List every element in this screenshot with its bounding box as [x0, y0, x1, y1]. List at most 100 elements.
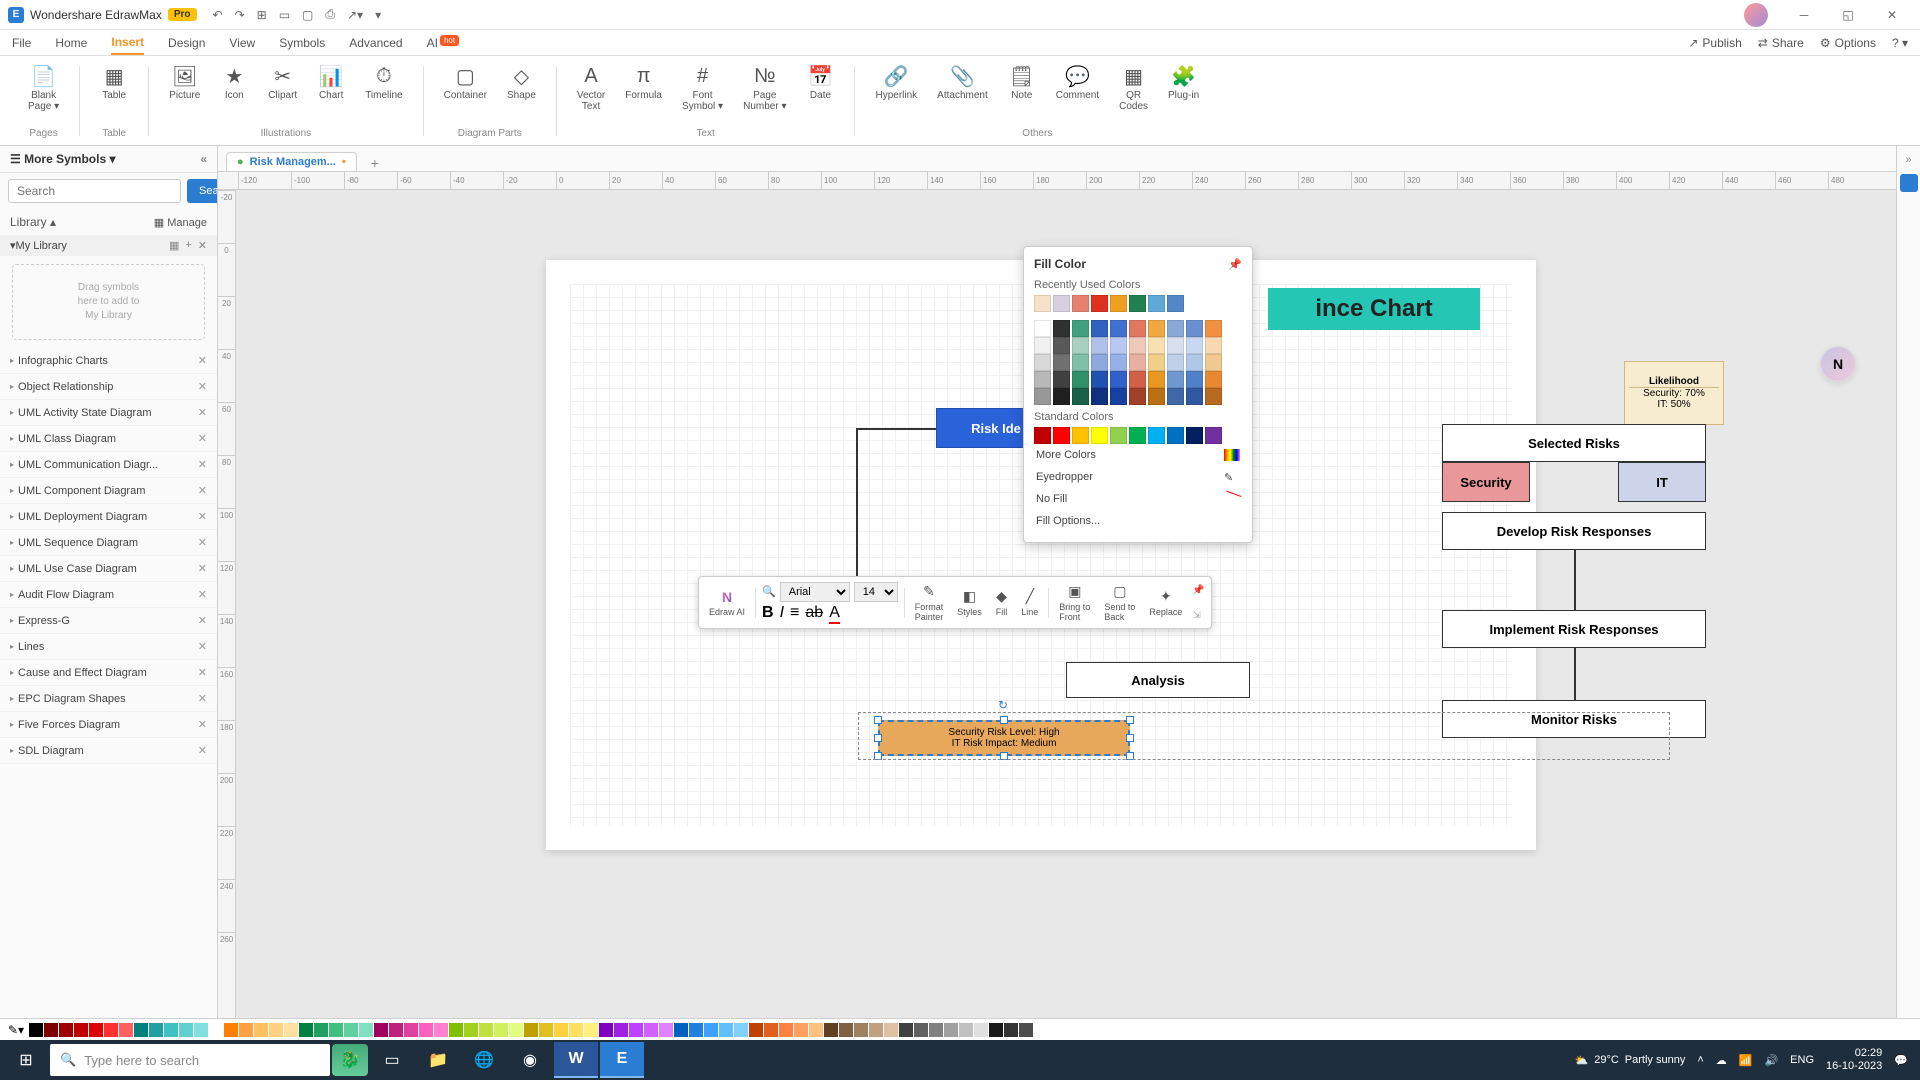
collapse-panel-icon[interactable]: « [200, 152, 207, 166]
stencil-item[interactable]: Express-G✕ [0, 608, 217, 634]
ribbon-blank-page-button[interactable]: 📄Blank Page ▾ [20, 60, 67, 116]
help-icon[interactable]: ? ▾ [1892, 36, 1908, 50]
stencil-item[interactable]: Cause and Effect Diagram✕ [0, 660, 217, 686]
palette-swatch[interactable] [809, 1023, 823, 1037]
symbol-search-input[interactable] [8, 179, 181, 203]
color-swatch[interactable] [1034, 388, 1051, 405]
color-swatch[interactable] [1091, 371, 1108, 388]
color-swatch[interactable] [1053, 371, 1070, 388]
stencil-item[interactable]: SDL Diagram✕ [0, 738, 217, 764]
it-box[interactable]: IT [1618, 462, 1706, 502]
color-swatch[interactable] [1129, 295, 1146, 312]
color-swatch[interactable] [1167, 320, 1184, 337]
share-button[interactable]: ⇄ Share [1758, 36, 1804, 50]
palette-swatch[interactable] [674, 1023, 688, 1037]
no-fill-button[interactable]: No Fill [1034, 488, 1242, 510]
stencil-item[interactable]: UML Communication Diagr...✕ [0, 452, 217, 478]
color-swatch[interactable] [1148, 388, 1165, 405]
manage-library-button[interactable]: ▦ Manage [154, 216, 207, 229]
new-icon[interactable]: ⊞ [257, 8, 267, 22]
analysis-box[interactable]: Analysis [1066, 662, 1250, 698]
palette-swatch[interactable] [794, 1023, 808, 1037]
stencil-item[interactable]: UML Deployment Diagram✕ [0, 504, 217, 530]
palette-swatch[interactable] [314, 1023, 328, 1037]
word-icon[interactable]: W [554, 1042, 598, 1078]
edge-icon[interactable]: 🌐 [462, 1042, 506, 1078]
export-icon[interactable]: ↗▾ [347, 8, 363, 22]
selection-handle[interactable] [874, 734, 882, 742]
palette-swatch[interactable] [434, 1023, 448, 1037]
palette-swatch[interactable] [989, 1023, 1003, 1037]
palette-swatch[interactable] [914, 1023, 928, 1037]
close-stencil-icon[interactable]: ✕ [198, 692, 207, 705]
color-swatch[interactable] [1129, 320, 1146, 337]
stencil-item[interactable]: Object Relationship✕ [0, 374, 217, 400]
ribbon-plug-inbutton[interactable]: 🧩Plug-in [1160, 60, 1207, 105]
palette-swatch[interactable] [194, 1023, 208, 1037]
color-swatch[interactable] [1091, 427, 1108, 444]
palette-swatch[interactable] [854, 1023, 868, 1037]
menu-symbols[interactable]: Symbols [279, 32, 325, 54]
color-swatch[interactable] [1129, 388, 1146, 405]
palette-swatch[interactable] [89, 1023, 103, 1037]
palette-swatch[interactable] [974, 1023, 988, 1037]
color-swatch[interactable] [1205, 337, 1222, 354]
palette-swatch[interactable] [44, 1023, 58, 1037]
title-shape[interactable]: ince Chart [1268, 288, 1480, 330]
taskbar-search[interactable]: 🔍 Type here to search [50, 1044, 330, 1076]
palette-swatch[interactable] [779, 1023, 793, 1037]
palette-swatch[interactable] [464, 1023, 478, 1037]
menu-advanced[interactable]: Advanced [349, 32, 402, 54]
chrome-icon[interactable]: ◉ [508, 1042, 552, 1078]
replace-button[interactable]: ✦Replace [1145, 586, 1186, 619]
stencil-item[interactable]: Lines✕ [0, 634, 217, 660]
close-stencil-icon[interactable]: ✕ [198, 666, 207, 679]
palette-swatch[interactable] [944, 1023, 958, 1037]
palette-swatch[interactable] [179, 1023, 193, 1037]
publish-button[interactable]: ↗ Publish [1688, 36, 1741, 50]
color-swatch[interactable] [1205, 320, 1222, 337]
color-swatch[interactable] [1034, 320, 1051, 337]
color-swatch[interactable] [1186, 354, 1203, 371]
edrawmax-taskbar-icon[interactable]: E [600, 1042, 644, 1078]
close-stencil-icon[interactable]: ✕ [198, 588, 207, 601]
color-swatch[interactable] [1091, 337, 1108, 354]
palette-swatch[interactable] [1019, 1023, 1033, 1037]
palette-swatch[interactable] [29, 1023, 43, 1037]
palette-swatch[interactable] [899, 1023, 913, 1037]
weather-widget[interactable]: ⛅ 29°C Partly sunny [1575, 1054, 1686, 1067]
close-stencil-icon[interactable]: ✕ [198, 640, 207, 653]
color-swatch[interactable] [1091, 388, 1108, 405]
color-swatch[interactable] [1167, 427, 1184, 444]
bold-icon[interactable]: B [762, 604, 774, 624]
palette-swatch[interactable] [104, 1023, 118, 1037]
close-lib-icon[interactable]: ✕ [198, 239, 207, 252]
stencil-item[interactable]: Audit Flow Diagram✕ [0, 582, 217, 608]
palette-swatch[interactable] [404, 1023, 418, 1037]
onedrive-icon[interactable]: ☁ [1716, 1054, 1727, 1067]
ribbon-notebutton[interactable]: 🗒Note [1000, 60, 1044, 105]
palette-swatch[interactable] [209, 1023, 223, 1037]
redo-icon[interactable]: ↷ [235, 8, 245, 22]
palette-swatch[interactable] [509, 1023, 523, 1037]
ribbon-timelinebutton[interactable]: ⏱Timeline [357, 60, 410, 105]
notifications-icon[interactable]: 💬 [1894, 1054, 1908, 1067]
close-stencil-icon[interactable]: ✕ [198, 432, 207, 445]
eyedropper-button[interactable]: Eyedropper ✎ [1034, 466, 1242, 488]
color-swatch[interactable] [1072, 427, 1089, 444]
minimize-icon[interactable]: ─ [1784, 3, 1824, 27]
palette-swatch[interactable] [389, 1023, 403, 1037]
color-swatch[interactable] [1110, 337, 1127, 354]
security-box[interactable]: Security [1442, 462, 1530, 502]
fill-button[interactable]: ◆Fill [992, 586, 1012, 619]
selected-risks-box[interactable]: Selected Risks [1442, 424, 1706, 462]
menu-home[interactable]: Home [55, 32, 87, 54]
layers-icon[interactable]: ☰ [10, 152, 21, 166]
stencil-item[interactable]: Five Forces Diagram✕ [0, 712, 217, 738]
stencil-item[interactable]: Infographic Charts✕ [0, 348, 217, 374]
implement-box[interactable]: Implement Risk Responses [1442, 610, 1706, 648]
palette-swatch[interactable] [659, 1023, 673, 1037]
close-stencil-icon[interactable]: ✕ [198, 718, 207, 731]
palette-swatch[interactable] [299, 1023, 313, 1037]
color-swatch[interactable] [1072, 320, 1089, 337]
